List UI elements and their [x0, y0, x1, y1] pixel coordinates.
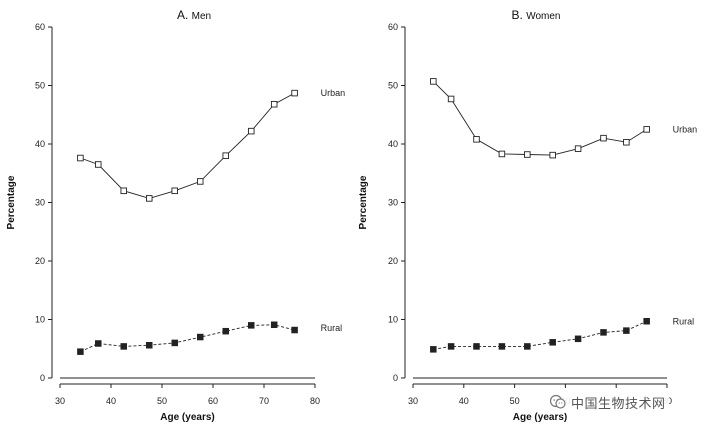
data-point-rural: [247, 322, 255, 329]
series-label-rural: Rural: [321, 323, 343, 333]
data-point-urban: [430, 78, 437, 85]
x-axis-label: Age (years): [160, 412, 214, 423]
data-point-urban: [643, 126, 650, 133]
x-tick-label: 40: [459, 396, 469, 406]
y-tick-label: 20: [388, 256, 398, 266]
data-point-rural: [447, 343, 455, 350]
y-axis-label: Percentage: [6, 175, 17, 229]
x-tick-label: 80: [310, 396, 320, 406]
data-point-rural: [171, 339, 178, 347]
x-tick-label: 70: [259, 396, 269, 406]
data-point-urban: [222, 152, 229, 159]
y-tick-label: 40: [388, 139, 398, 149]
data-point-rural: [600, 329, 607, 336]
data-point-rural: [498, 343, 506, 350]
data-point-rural: [270, 321, 278, 329]
data-point-urban: [270, 100, 278, 108]
data-point-urban: [600, 134, 607, 142]
data-point-urban: [473, 136, 480, 143]
data-point-rural: [145, 341, 153, 349]
x-tick-label: 50: [157, 396, 167, 406]
data-point-rural: [94, 340, 102, 347]
wechat-logo-icon: [549, 394, 566, 409]
y-tick-label: 50: [35, 81, 45, 91]
watermark-text: 中国生物技术网: [571, 396, 666, 412]
panel-title-letter: B.: [512, 8, 527, 22]
data-point-urban: [498, 150, 506, 158]
x-tick-label: 30: [55, 396, 65, 406]
series-label-rural: Rural: [673, 316, 695, 326]
x-axis-label: Age (years): [513, 412, 567, 423]
y-tick-label: 0: [40, 373, 45, 383]
data-point-rural: [574, 335, 582, 343]
y-tick-label: 60: [388, 22, 398, 32]
data-point-urban: [77, 154, 84, 162]
data-point-urban: [549, 151, 556, 159]
data-point-urban: [145, 195, 153, 202]
data-point-rural: [524, 343, 531, 350]
data-point-urban: [574, 145, 582, 152]
panel-title-text: Women: [526, 11, 560, 22]
data-point-urban: [524, 151, 531, 158]
data-point-rural: [430, 346, 437, 353]
y-tick-label: 30: [388, 198, 398, 208]
series-line-urban: [432, 81, 647, 156]
panel-men: 0 10 20 30 40 50 60 30 40 50 60 70 80 Age (years) Perc…: [6, 8, 345, 423]
data-point-rural: [196, 333, 204, 341]
panel-title: A. Men: [177, 8, 211, 22]
y-tick-label: 50: [388, 81, 398, 91]
x-tick-label: 30: [408, 396, 418, 406]
y-tick-label: 60: [35, 22, 45, 32]
y-tick-label: 10: [388, 315, 398, 325]
y-tick-label: 0: [393, 373, 398, 383]
data-point-rural: [623, 327, 630, 334]
y-tick-label: 30: [35, 198, 45, 208]
data-point-rural: [549, 339, 556, 346]
data-point-rural: [77, 348, 84, 355]
series-line-urban: [80, 92, 295, 199]
data-point-rural: [222, 327, 229, 335]
data-point-rural: [643, 318, 650, 325]
data-point-rural: [473, 343, 480, 350]
data-point-urban: [94, 161, 102, 168]
series-line-rural: [433, 320, 647, 350]
data-point-urban: [196, 178, 204, 185]
y-axis-label: Percentage: [358, 175, 369, 229]
x-tick-label: 40: [106, 396, 116, 406]
series-label-urban: Urban: [673, 124, 698, 134]
data-point-urban: [447, 95, 455, 103]
x-tick-label: 60: [208, 396, 218, 406]
data-point-urban: [171, 187, 178, 195]
data-point-urban: [291, 89, 298, 97]
x-tick-label: 50: [510, 396, 520, 406]
panel-title-letter: A.: [177, 8, 192, 22]
y-tick-label: 40: [35, 139, 45, 149]
y-tick-label: 20: [35, 256, 45, 266]
data-point-urban: [623, 138, 630, 146]
data-point-urban: [120, 187, 127, 195]
series-label-urban: Urban: [321, 88, 346, 98]
panel-title: B. Women: [512, 8, 561, 22]
data-point-rural: [120, 343, 127, 350]
data-point-rural: [291, 326, 298, 334]
data-point-urban: [247, 127, 255, 135]
y-tick-label: 10: [35, 315, 45, 325]
watermark: 中国生物技术网: [546, 391, 669, 413]
series-line-rural: [80, 324, 295, 353]
panel-title-text: Men: [192, 11, 211, 22]
